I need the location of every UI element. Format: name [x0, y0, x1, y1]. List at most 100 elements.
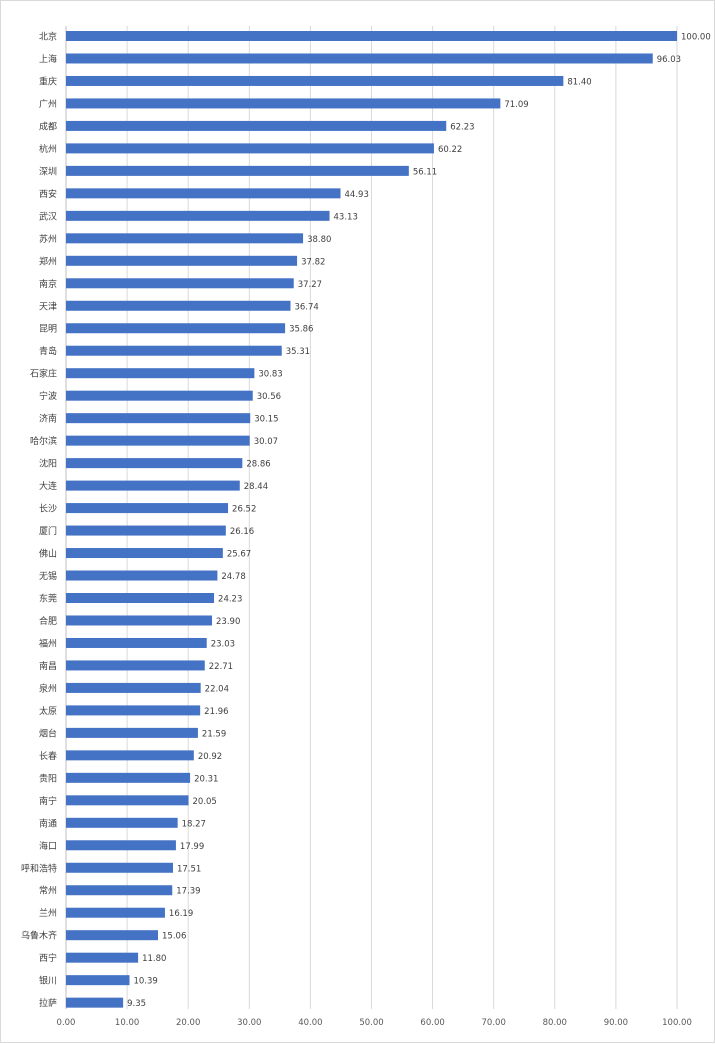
data-label: 100.00	[681, 33, 711, 43]
data-label: 96.03	[657, 55, 681, 65]
category-label: 福州	[39, 637, 57, 649]
data-label: 20.92	[198, 752, 222, 762]
x-tick-label: 20.00	[176, 1018, 200, 1028]
category-label: 西安	[39, 188, 57, 200]
data-label: 30.83	[258, 370, 282, 380]
category-label: 上海	[39, 53, 57, 65]
category-label: 西宁	[39, 952, 57, 964]
bar	[66, 53, 653, 64]
labels: 北京 100.00 上海 96.03 重庆 81.40 广州 71.09 成都 62.23 杭州 60…	[21, 31, 711, 1010]
category-label: 青岛	[39, 345, 57, 357]
category-label: 烟台	[39, 727, 57, 739]
category-label: 济南	[39, 413, 57, 425]
data-label: 37.27	[298, 280, 322, 290]
data-label: 11.80	[142, 954, 166, 964]
category-label: 苏州	[39, 233, 57, 245]
x-tick-label: 80.00	[543, 1018, 567, 1028]
data-label: 17.39	[176, 887, 200, 897]
category-label: 长沙	[39, 503, 57, 515]
category-label: 石家庄	[30, 368, 57, 380]
category-label: 常州	[39, 885, 57, 897]
bar	[66, 817, 178, 828]
bar	[66, 952, 139, 963]
bar	[66, 98, 501, 109]
bar	[66, 840, 176, 851]
bar	[66, 615, 213, 626]
category-label: 海口	[39, 840, 57, 852]
data-label: 35.86	[289, 325, 313, 335]
category-label: 合肥	[39, 615, 57, 627]
data-label: 28.44	[244, 482, 268, 492]
data-label: 26.16	[230, 527, 254, 537]
category-label: 昆明	[39, 324, 57, 335]
x-tick-label: 50.00	[359, 1018, 383, 1028]
bar	[66, 682, 201, 693]
data-label: 23.90	[216, 617, 240, 627]
category-label: 南宁	[39, 795, 57, 807]
bar	[66, 255, 298, 266]
bar	[66, 593, 215, 603]
category-label: 兰州	[39, 907, 57, 919]
x-axis-ticks: 0.00 10.00 20.00 30.00 40.00 50.00 60.00 70.00 8…	[57, 1018, 692, 1028]
data-label: 16.19	[169, 909, 193, 919]
bar	[66, 705, 201, 716]
data-label: 20.05	[193, 797, 217, 807]
bar	[66, 750, 194, 761]
bar	[66, 772, 191, 783]
data-label: 26.52	[232, 505, 256, 515]
data-label: 56.11	[413, 167, 437, 177]
data-label: 44.93	[345, 190, 369, 200]
bar	[66, 907, 165, 918]
category-label: 佛山	[39, 548, 57, 560]
category-label: 成都	[39, 120, 57, 132]
category-label: 武汉	[39, 210, 57, 222]
data-label: 71.09	[504, 100, 528, 110]
category-label: 东莞	[39, 593, 57, 605]
category-label: 沈阳	[39, 458, 57, 470]
data-label: 24.78	[221, 572, 245, 582]
data-label: 38.80	[307, 235, 331, 245]
category-label: 宁波	[39, 390, 57, 402]
bar	[66, 390, 253, 401]
x-tick-label: 70.00	[482, 1018, 506, 1028]
data-label: 37.82	[301, 257, 325, 267]
bar	[66, 413, 251, 424]
bar	[66, 165, 409, 176]
bar	[66, 75, 564, 86]
data-label: 17.99	[180, 842, 204, 852]
category-label: 哈尔滨	[30, 435, 57, 447]
data-label: 21.96	[204, 707, 228, 717]
category-label: 广州	[39, 98, 57, 110]
data-label: 22.71	[209, 662, 233, 672]
category-label: 乌鲁木齐	[21, 930, 57, 942]
category-label: 杭州	[39, 143, 57, 155]
data-label: 15.06	[162, 932, 186, 942]
x-tick-label: 100.00	[662, 1018, 692, 1028]
data-label: 43.13	[334, 212, 358, 222]
category-label: 银川	[39, 975, 57, 987]
data-label: 10.39	[133, 977, 157, 987]
data-label: 21.59	[202, 729, 226, 739]
bar	[66, 210, 330, 221]
category-label: 厦门	[39, 525, 57, 537]
bar	[66, 503, 229, 514]
data-label: 81.40	[567, 77, 591, 87]
category-label: 深圳	[39, 166, 57, 177]
data-label: 23.03	[211, 639, 235, 649]
x-tick-label: 30.00	[237, 1018, 261, 1028]
data-label: 28.86	[246, 460, 270, 470]
bar	[66, 143, 434, 154]
bar	[66, 795, 189, 806]
bar	[66, 300, 291, 311]
bar	[66, 233, 304, 244]
category-label: 南京	[39, 278, 57, 290]
bar	[66, 323, 286, 334]
x-tick-label: 90.00	[604, 1018, 628, 1028]
bar	[66, 885, 173, 896]
bar	[66, 458, 243, 469]
x-tick-label: 60.00	[420, 1018, 444, 1028]
bar	[66, 660, 205, 671]
category-label: 重庆	[39, 75, 57, 87]
